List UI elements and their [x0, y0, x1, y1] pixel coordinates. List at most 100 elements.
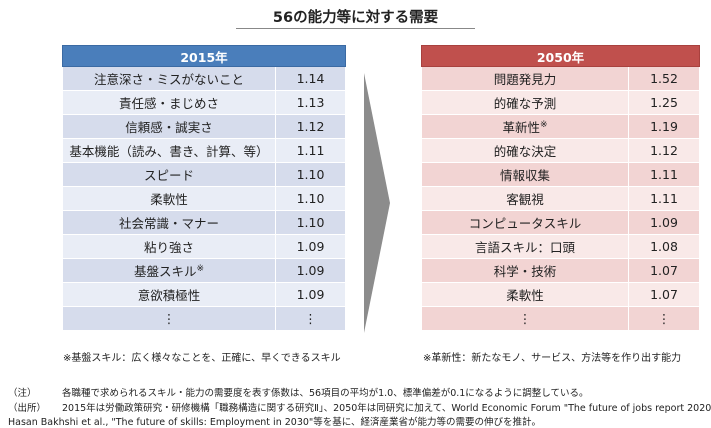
demand-coefficient: 1.52: [627, 66, 701, 91]
skill-name: 基盤スキル※: [62, 258, 276, 283]
source-label: （出所）: [8, 403, 47, 414]
table-2050-body: 問題発見力 1.52 的確な予測 1.25 革新性※ 1.19 的確な決定 1.12 情報収集 1…: [421, 66, 701, 331]
skill-name: ⋮: [62, 306, 276, 331]
skill-name: 信頼感・誠実さ: [62, 114, 276, 139]
skill-name-text: 基本機能（読み、書き、計算、等）: [69, 144, 269, 159]
footnote-label: （注）: [8, 388, 37, 399]
skill-name-text: 言語スキル：口頭: [474, 240, 575, 255]
skill-name-text: 信頼感・誠実さ: [125, 120, 213, 135]
table-2015-header: 2015年: [61, 45, 347, 67]
table-row: 客観視 1.11: [421, 186, 701, 211]
title-underline: [236, 28, 475, 29]
demand-coefficient: 1.09: [274, 258, 347, 283]
demand-coefficient: 1.11: [627, 186, 701, 211]
skill-name: 的確な予測: [421, 90, 629, 115]
skill-name: 問題発見力: [421, 66, 629, 91]
demand-coefficient: 1.09: [274, 234, 347, 259]
skill-name-text: 基盤スキル: [133, 264, 197, 279]
skill-name-text: 社会常識・マナー: [118, 216, 219, 231]
demand-coefficient: 1.07: [627, 282, 701, 307]
table-row: 柔軟性 1.07: [421, 282, 701, 307]
skill-name-text: 情報収集: [499, 168, 550, 183]
demand-coefficient: ⋮: [627, 306, 701, 331]
demand-coefficient: 1.14: [274, 66, 347, 91]
skill-name-text: スピード: [143, 168, 194, 183]
skill-name-text: 責任感・まじめさ: [118, 96, 219, 111]
demand-coefficient: 1.19: [627, 114, 701, 139]
table-2050: 2050年 問題発見力 1.52 的確な予測 1.25 革新性※ 1.19 的確な決定 1.1…: [420, 45, 701, 331]
skill-name: ⋮: [421, 306, 629, 331]
table-row: ⋮ ⋮: [421, 306, 701, 331]
skill-name-text: 革新性: [502, 120, 540, 135]
footnote-text: 各職種で求められるスキル・能力の需要度を表す係数は、56項目の平均が1.0、標準…: [62, 388, 589, 399]
demand-coefficient: 1.09: [274, 282, 347, 307]
table-row: 柔軟性 1.10: [62, 186, 347, 211]
demand-coefficient: 1.09: [627, 210, 701, 235]
demand-coefficient: 1.12: [627, 138, 701, 163]
skill-name-text: 意欲積極性: [137, 288, 201, 303]
demand-coefficient: 1.10: [274, 210, 347, 235]
left-note: ※基盤スキル：広く様々なことを、正確に、早くできるスキル: [63, 353, 341, 364]
skill-name: 革新性※: [421, 114, 629, 139]
demand-coefficient: 1.13: [274, 90, 347, 115]
skill-name-text: 注意深さ・ミスがないこと: [93, 72, 244, 87]
skill-name-text: 客観視: [506, 192, 544, 207]
skill-name: 責任感・まじめさ: [62, 90, 276, 115]
table-row: 責任感・まじめさ 1.13: [62, 90, 347, 115]
table-row: コンピュータスキル 1.09: [421, 210, 701, 235]
source-text-line2: Hasan Bakhshi et al., "The future of ski…: [8, 417, 541, 428]
arrow-right-icon: [364, 73, 390, 333]
skill-name: 科学・技術: [421, 258, 629, 283]
demand-coefficient: 1.12: [274, 114, 347, 139]
skill-name-text: 的確な予測: [493, 96, 557, 111]
skill-name: 言語スキル：口頭: [421, 234, 629, 259]
skill-name-text: 的確な決定: [493, 144, 557, 159]
table-2050-header: 2050年: [420, 45, 701, 67]
table-row: 粘り強さ 1.09: [62, 234, 347, 259]
skill-name-text: 粘り強さ: [143, 240, 194, 255]
table-2015: 2015年 注意深さ・ミスがないこと 1.14 責任感・まじめさ 1.13 信頼感・誠実…: [61, 45, 347, 331]
skill-name: スピード: [62, 162, 276, 187]
skill-name-text: コンピュータスキル: [468, 216, 582, 231]
skill-name: 粘り強さ: [62, 234, 276, 259]
skill-name: 情報収集: [421, 162, 629, 187]
demand-coefficient: 1.25: [627, 90, 701, 115]
table-row: スピード 1.10: [62, 162, 347, 187]
skill-name: 基本機能（読み、書き、計算、等）: [62, 138, 276, 163]
page-title: 56の能力等に対する需要: [272, 10, 439, 26]
table-row: 社会常識・マナー 1.10: [62, 210, 347, 235]
skill-name: 柔軟性: [62, 186, 276, 211]
demand-coefficient: 1.08: [627, 234, 701, 259]
skill-name-text: ⋮: [162, 311, 176, 326]
demand-coefficient: 1.10: [274, 162, 347, 187]
demand-coefficient: 1.10: [274, 186, 347, 211]
table-row: 問題発見力 1.52: [421, 66, 701, 91]
skill-name: 意欲積極性: [62, 282, 276, 307]
table-row: 信頼感・誠実さ 1.12: [62, 114, 347, 139]
skill-name: 社会常識・マナー: [62, 210, 276, 235]
source-text-line1: 2015年は労働政策研究・研修機構「職務構造に関する研究Ⅱ」、2050年は同研究…: [62, 403, 711, 414]
skill-name: コンピュータスキル: [421, 210, 629, 235]
skill-name: 客観視: [421, 186, 629, 211]
skill-name: 柔軟性: [421, 282, 629, 307]
right-note: ※革新性：新たなモノ、サービス、方法等を作り出す能力: [423, 353, 682, 364]
footnote-mark: ※: [196, 263, 205, 274]
skill-name-text: ⋮: [518, 311, 532, 326]
table-row: 言語スキル：口頭 1.08: [421, 234, 701, 259]
demand-coefficient: ⋮: [274, 306, 347, 331]
demand-coefficient: 1.11: [274, 138, 347, 163]
table-row: 革新性※ 1.19: [421, 114, 701, 139]
table-row: 注意深さ・ミスがないこと 1.14: [62, 66, 347, 91]
skill-name-text: 科学・技術: [493, 264, 557, 279]
skill-name-text: 柔軟性: [506, 288, 544, 303]
table-row: 科学・技術 1.07: [421, 258, 701, 283]
demand-coefficient: 1.11: [627, 162, 701, 187]
table-2015-body: 注意深さ・ミスがないこと 1.14 責任感・まじめさ 1.13 信頼感・誠実さ 1.12 基…: [62, 66, 347, 331]
table-row: 基盤スキル※ 1.09: [62, 258, 347, 283]
demand-coefficient: 1.07: [627, 258, 701, 283]
table-row: 意欲積極性 1.09: [62, 282, 347, 307]
table-row: 情報収集 1.11: [421, 162, 701, 187]
skill-name: 的確な決定: [421, 138, 629, 163]
skill-name-text: 柔軟性: [150, 192, 188, 207]
table-row: 基本機能（読み、書き、計算、等） 1.11: [62, 138, 347, 163]
